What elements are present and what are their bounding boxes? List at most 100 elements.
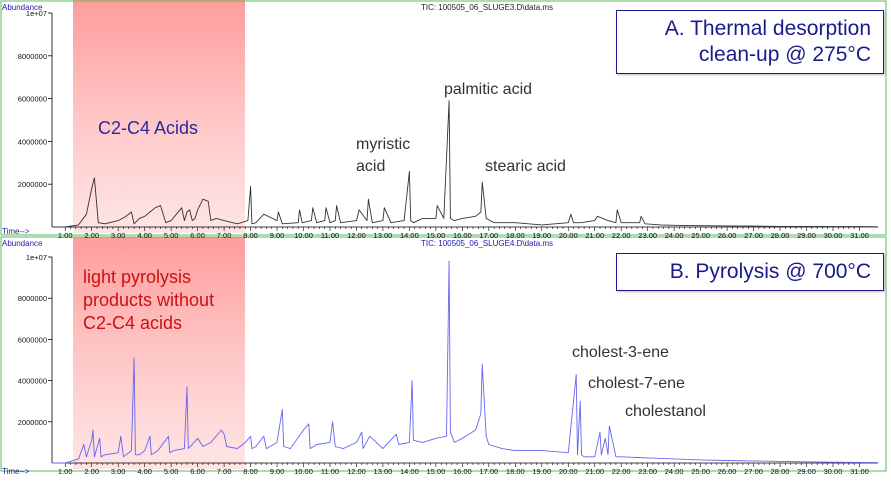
bottom-x-tick-label: 22.00 [612,467,631,476]
top-x-tick-label: 2.00 [84,231,99,240]
pyrolysis-label-line2: products without [83,290,214,310]
top-x-tick-label: 20.00 [559,231,578,240]
bottom-x-tick-label: 7.00 [217,467,232,476]
top-x-tick-label: 4.00 [137,231,152,240]
bottom-legend-line1: B. Pyrolysis @ 700°C [669,260,871,283]
top-chart-title: TIC: 100505_06_SLUGE3.D\data.ms [421,3,553,12]
top-x-tick-label: 21.00 [585,231,604,240]
bottom-x-tick-label: 4.00 [137,467,152,476]
top-x-tick-label: 18.00 [506,231,525,240]
top-x-tick-label: 26.00 [718,231,737,240]
bottom-x-tick-label: 15.00 [426,467,445,476]
bottom-x-tick-label: 25.00 [691,467,710,476]
bottom-y-tick-label: 6000000 [18,335,47,344]
c2c4-acids-label: C2-C4 Acids [98,118,198,138]
myristic-label-line1: myristic [356,136,410,153]
top-x-tick-label: 9.00 [270,231,285,240]
bottom-x-tick-label: 5.00 [164,467,179,476]
bottom-x-tick-label: 21.00 [585,467,604,476]
top-x-tick-label: 1.00 [58,231,73,240]
bottom-x-tick-label: 31.00 [850,467,869,476]
bottom-x-tick-label: 26.00 [718,467,737,476]
bottom-x-tick-label: 9.00 [270,467,285,476]
top-axes: 2000000 4000000 6000000 8000000 1e+07 1.00 2.0… [18,9,879,240]
top-x-tick-label: 23.00 [638,231,657,240]
bottom-x-tick-label: 10.00 [294,467,313,476]
highlight-band-top [73,0,245,233]
bottom-x-tick-label: 11.00 [321,467,339,476]
bottom-abundance-label: Abundance [2,239,43,248]
top-x-tick-label: 16.00 [453,231,472,240]
highlight-band-bottom [73,237,245,469]
top-x-tick-label: 7.00 [217,231,232,240]
bottom-x-tick-label: 1.00 [58,467,73,476]
bottom-x-tick-label: 12.00 [347,467,366,476]
bottom-x-tick-label: 14.00 [400,467,419,476]
top-y-tick-label: 2000000 [18,180,47,189]
bottom-x-tick-label: 30.00 [824,467,843,476]
bottom-x-tick-label: 13.00 [374,467,393,476]
top-abundance-label: Abundance [2,3,43,12]
top-x-tick-label: 29.00 [797,231,816,240]
bottom-x-tick-label: 19.00 [532,467,551,476]
top-legend-box: A. Thermal desorption clean-up @ 275°C [616,10,884,74]
top-x-tick-label: 10.00 [294,231,313,240]
top-x-tick-label: 11.00 [321,231,339,240]
bottom-x-tick-label: 27.00 [744,467,763,476]
bottom-y-tick-label: 4000000 [18,377,47,386]
pyrolysis-label-line1: light pyrolysis [83,267,191,287]
top-x-tick-label: 22.00 [612,231,631,240]
top-panel-frame [0,0,887,236]
top-x-tick-label: 27.00 [744,231,763,240]
top-x-tick-label: 31.00 [850,231,869,240]
top-x-tick-label: 8.00 [243,231,258,240]
bottom-panel-frame [0,236,887,472]
top-time-label: Time--> [2,227,30,236]
top-x-tick-label: 6.00 [190,231,205,240]
top-x-tick-label: 13.00 [374,231,393,240]
myristic-label-line2: acid [356,158,385,175]
palmitic-label: palmitic acid [444,81,532,98]
top-x-tick-label: 5.00 [164,231,179,240]
top-x-tick-label: 30.00 [824,231,843,240]
bottom-x-tick-label: 16.00 [453,467,472,476]
pyrolysis-label-line3: C2-C4 acids [83,313,182,333]
bottom-series-trace [52,260,879,464]
stearic-label: stearic acid [485,158,566,175]
cholestanol-label: cholestanol [625,403,706,420]
bottom-y-tick-label: 8000000 [18,294,47,303]
bottom-time-label: Time--> [2,467,30,476]
bottom-x-tick-label: 28.00 [771,467,790,476]
top-series-trace [52,100,879,228]
bottom-x-tick-label: 8.00 [243,467,258,476]
top-legend-line1: A. Thermal desorption [664,17,871,40]
top-y-tick-label: 8000000 [18,52,47,61]
top-x-tick-label: 19.00 [532,231,551,240]
bottom-axes: 2000000 4000000 6000000 8000000 1e+07 1.00 2.0… [18,253,879,476]
bottom-x-tick-label: 3.00 [111,467,126,476]
bottom-x-tick-label: 18.00 [506,467,525,476]
top-x-tick-label: 24.00 [665,231,684,240]
cholest-7-ene-label: cholest-7-ene [588,375,685,392]
top-x-tick-label: 12.00 [347,231,366,240]
top-y-tick-label: 1e+07 [26,9,47,18]
top-x-tick-label: 15.00 [426,231,445,240]
bottom-chart-title: TIC: 100505_06_SLUGE4.D\data.ms [421,239,553,248]
bottom-x-tick-label: 24.00 [665,467,684,476]
top-x-tick-label: 3.00 [111,231,126,240]
top-x-tick-label: 25.00 [691,231,710,240]
bottom-x-tick-label: 29.00 [797,467,816,476]
top-x-tick-label: 17.00 [479,231,498,240]
bottom-legend-box: B. Pyrolysis @ 700°C [616,253,884,291]
bottom-x-tick-label: 20.00 [559,467,578,476]
top-y-tick-label: 4000000 [18,137,47,146]
bottom-y-tick-label: 2000000 [18,418,47,427]
top-x-tick-label: 14.00 [400,231,419,240]
bottom-x-tick-label: 2.00 [84,467,99,476]
bottom-x-tick-label: 23.00 [638,467,657,476]
bottom-x-tick-label: 6.00 [190,467,205,476]
bottom-y-tick-label: 1e+07 [26,253,47,262]
top-y-tick-label: 6000000 [18,95,47,104]
cholest-3-ene-label: cholest-3-ene [572,344,669,361]
